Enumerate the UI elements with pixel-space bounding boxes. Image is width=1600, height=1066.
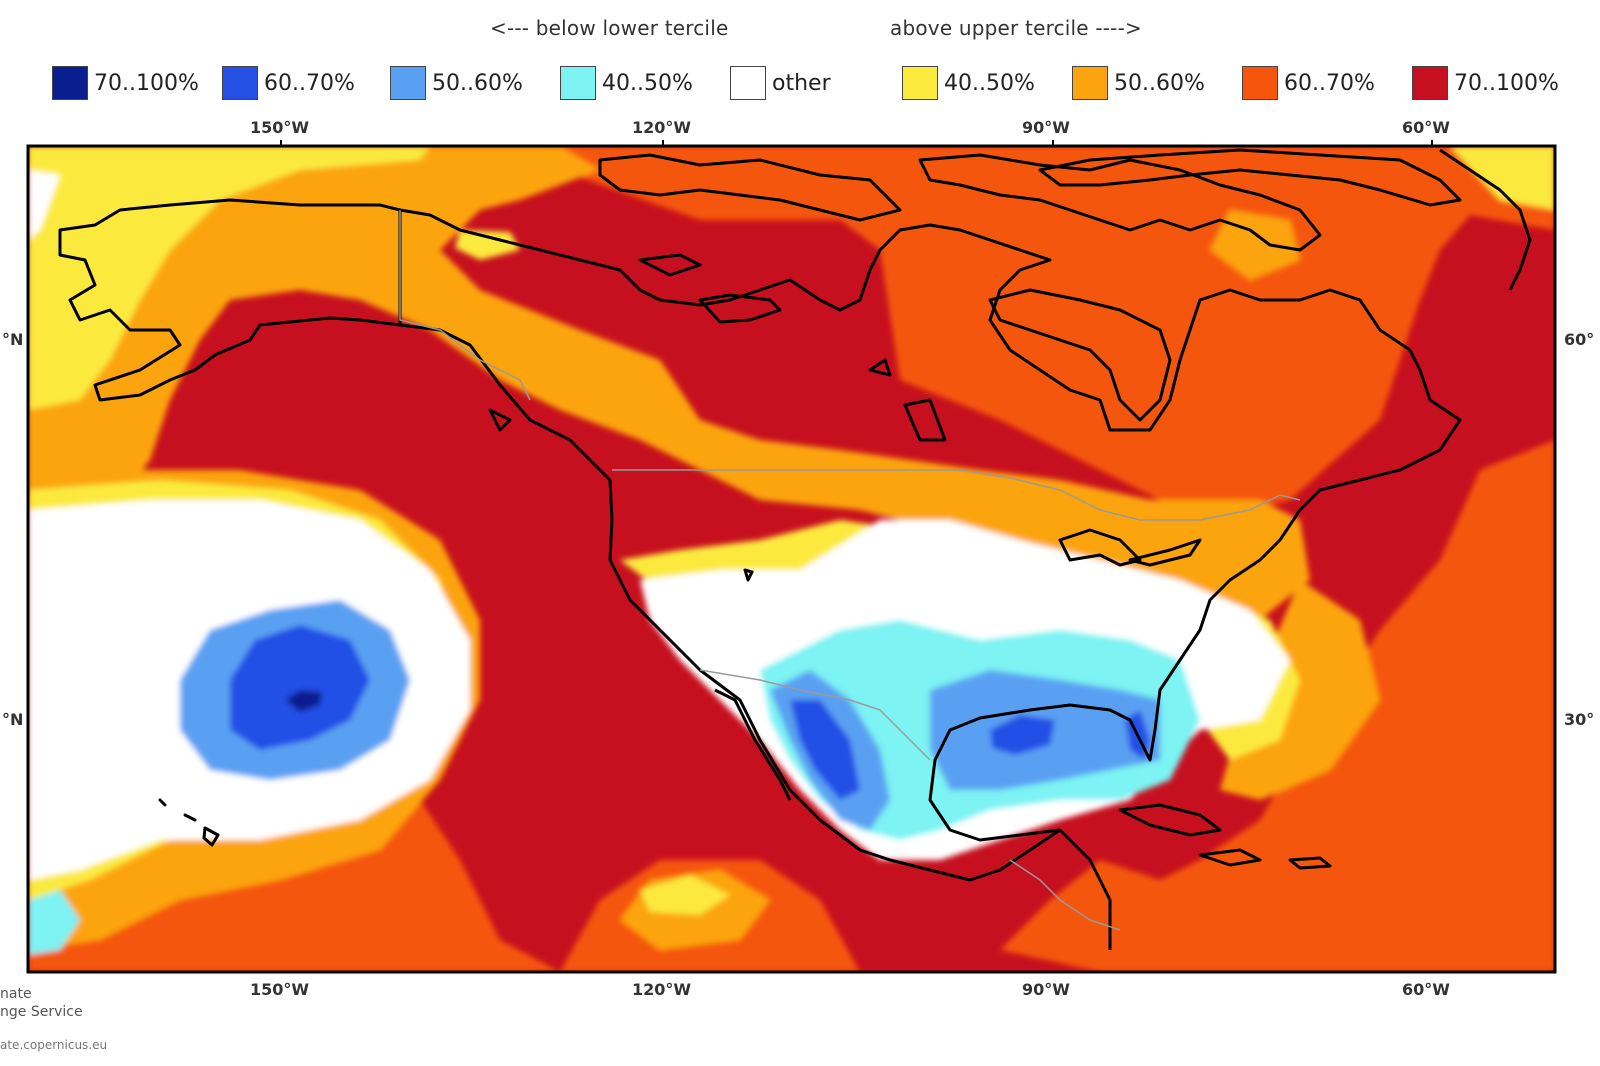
legend-label: 70..100% (94, 70, 199, 96)
legend-item: 60..70% (1242, 64, 1375, 102)
above-40-50-region (28, 146, 430, 410)
below-60-70-region (790, 700, 860, 800)
island-coastline (868, 358, 892, 377)
legend-label: 60..70% (264, 70, 355, 96)
central-america-borders (1009, 859, 1121, 931)
left-lat-label: °N (2, 710, 24, 729)
bottom-lon-label: 90°W (1022, 980, 1070, 999)
top-lon-label: 60°W (1402, 118, 1450, 137)
legend-label: 40..50% (944, 70, 1035, 96)
above-40-50-region (640, 875, 730, 915)
lon-ticks (280, 140, 1433, 146)
above-40-50-region (1450, 146, 1555, 210)
alaska-canada-border (399, 210, 531, 401)
us-canada-border (612, 469, 1301, 521)
arctic-islands-coastline (918, 153, 1322, 252)
above-50-60-region (1210, 210, 1300, 280)
legend-item: 60..70% (222, 64, 355, 102)
above-40-50-region (455, 230, 520, 260)
header-above-tercile: above upper tercile ----> (890, 16, 1142, 40)
legend-item: 70..100% (52, 64, 199, 102)
credit-url: ate.copernicus.eu (0, 1038, 108, 1052)
bottom-lon-label: 150°W (250, 980, 310, 999)
alaska-coastline (58, 198, 402, 402)
legend-item: 40..50% (560, 64, 693, 102)
legend-label: 40..50% (602, 70, 693, 96)
legend-item: 70..100% (1412, 64, 1559, 102)
arctic-islands-coastline (698, 293, 782, 324)
legend-item: 50..60% (1072, 64, 1205, 102)
top-lon-label: 90°W (1022, 118, 1070, 137)
cuba-coastline (1118, 803, 1222, 837)
legend-swatch (1412, 66, 1448, 100)
hudson-bay-coastline (988, 288, 1172, 422)
east-canada-coastline (399, 208, 1462, 512)
greenland-coastline (1439, 148, 1532, 291)
top-lon-label: 120°W (632, 118, 692, 137)
above-60-70-region (28, 146, 1555, 520)
probability-field (28, 146, 1555, 972)
below-60-70-region (990, 715, 1055, 755)
above-60-70-region (1000, 440, 1555, 972)
legend-label: 50..60% (432, 70, 523, 96)
arctic-islands-coastline (598, 153, 902, 222)
legend-label: other (772, 70, 831, 96)
island-coastline (488, 408, 512, 432)
bottom-lon-label: 120°W (632, 980, 692, 999)
right-lat-label: 30° (1564, 710, 1595, 729)
legend-item: 50..60% (390, 64, 523, 102)
legend-label: 50..60% (1114, 70, 1205, 96)
legend-swatch (902, 66, 938, 100)
hawaii-coastline (158, 798, 220, 847)
below-60-70-region (230, 625, 370, 750)
legend-item: 40..50% (902, 64, 1035, 102)
legend-swatch (1072, 66, 1108, 100)
arctic-islands-coastline (638, 253, 702, 277)
island-coastline (903, 398, 947, 442)
credit-line: nge Service (0, 1004, 83, 1020)
legend-swatch (390, 66, 426, 100)
below-70-100-region (285, 690, 322, 712)
legend-label: 60..70% (1284, 70, 1375, 96)
great-lakes-outline (1058, 528, 1142, 567)
legend-swatch (1242, 66, 1278, 100)
legend-swatch (730, 66, 766, 100)
top-lon-label: 150°W (250, 118, 310, 137)
credit-line: nate (0, 986, 32, 1002)
baja-coastline (714, 688, 792, 801)
great-lakes-outline (1128, 538, 1202, 567)
island-coastline (743, 568, 754, 582)
political-borders (399, 210, 1301, 931)
legend-swatch (222, 66, 258, 100)
legend-swatch (560, 66, 596, 100)
bottom-lon-label: 60°W (1402, 980, 1450, 999)
legend-swatch (52, 66, 88, 100)
below-40-50-region (28, 890, 80, 955)
coastlines (58, 148, 1532, 950)
legend: 70..100% 60..70% 50..60% 40..50% other 4… (0, 64, 1600, 104)
header-below-tercile: <--- below lower tercile (490, 16, 729, 40)
right-lat-label: 60° (1564, 330, 1595, 349)
caribbean-islands-coastline (1198, 848, 1332, 870)
above-50-60-region (28, 146, 1310, 620)
left-lat-label: °N (2, 330, 24, 349)
gulf-coastline (928, 509, 1302, 842)
legend-label: 70..100% (1454, 70, 1559, 96)
map-frame (26, 144, 1557, 974)
north-america-west-coastline (399, 323, 1112, 950)
us-mexico-border (699, 669, 931, 761)
legend-item: other (730, 64, 831, 102)
other-region (28, 170, 60, 240)
arctic-islands-coastline (1038, 148, 1462, 207)
